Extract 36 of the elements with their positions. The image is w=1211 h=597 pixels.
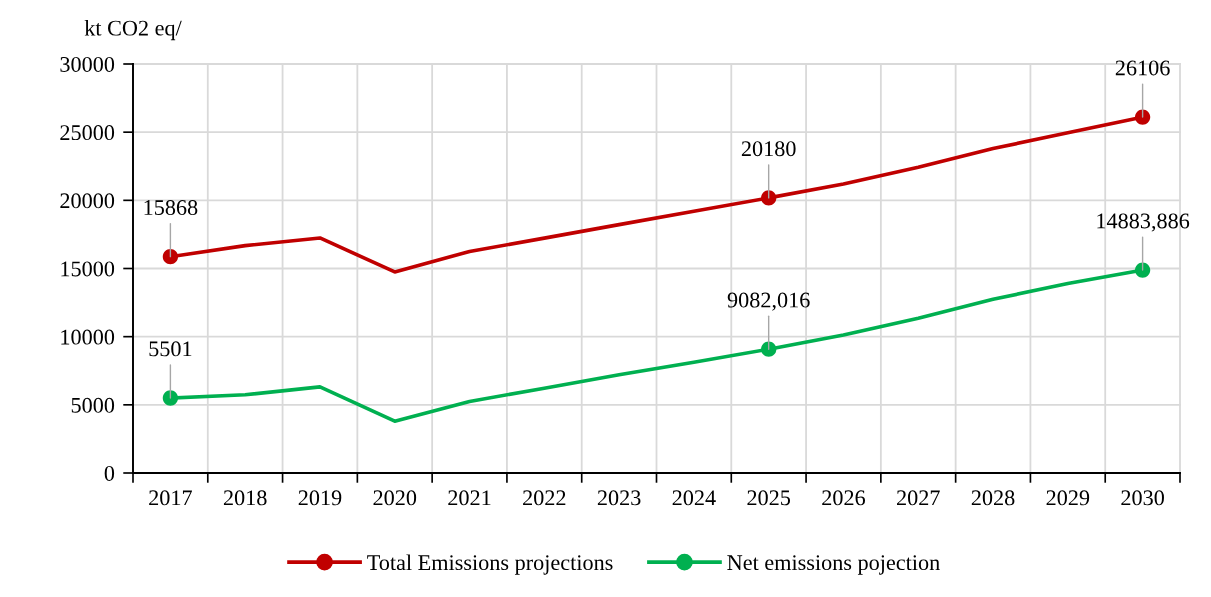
x-tick-label: 2017 xyxy=(149,490,192,506)
data-label: 9082,016 xyxy=(727,292,810,311)
data-label: 15868 xyxy=(144,200,198,216)
y-tick-label: 10000 xyxy=(61,329,115,345)
y-tick-label: 15000 xyxy=(61,261,115,277)
x-tick-label: 2029 xyxy=(1046,490,1090,506)
point xyxy=(1134,262,1151,278)
x-tick-label: 2024 xyxy=(672,490,716,506)
x-tick-label: 2018 xyxy=(223,490,267,506)
y-tick-label: 30000 xyxy=(60,56,115,72)
point xyxy=(761,190,777,206)
point xyxy=(761,341,777,357)
data-label: 5501 xyxy=(149,341,192,357)
data-label: 14883,886 xyxy=(1097,213,1190,232)
x-tick-label: 2021 xyxy=(448,490,491,506)
y-tick-label: 5000 xyxy=(71,397,115,413)
x-tick-label: 2026 xyxy=(822,490,866,506)
legend-label: Total Emissions projections xyxy=(367,554,613,575)
x-tick-label: 2019 xyxy=(298,490,342,506)
x-tick-label: 2020 xyxy=(373,490,417,506)
x-tick-label: 2028 xyxy=(971,490,1015,506)
y-tick-label: 0 xyxy=(104,465,115,481)
point xyxy=(162,390,179,406)
data-label: 26106 xyxy=(1115,60,1170,76)
data-label: 20180 xyxy=(741,141,796,157)
x-tick-label: 2023 xyxy=(597,490,641,506)
x-tick-label: 2025 xyxy=(747,490,791,506)
y-axis-title: kt CO2 eq/ xyxy=(84,19,182,41)
y-tick-label: 20000 xyxy=(60,193,115,209)
x-tick-label: 2022 xyxy=(523,490,566,506)
legend-label: Net emissions pojection xyxy=(727,555,940,575)
point xyxy=(162,249,179,265)
point xyxy=(1134,109,1151,125)
y-tick-label: 25000 xyxy=(60,125,115,141)
x-tick-label: 2030 xyxy=(1121,490,1164,506)
x-tick-label: 2027 xyxy=(897,490,940,506)
